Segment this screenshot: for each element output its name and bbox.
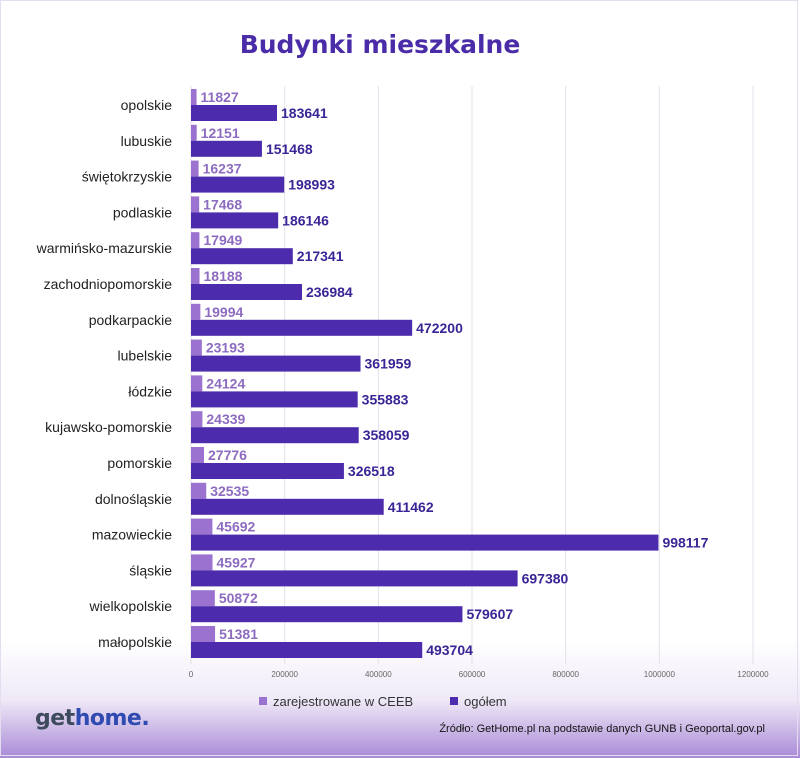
x-tick-label: 200000 [271, 670, 298, 679]
legend-swatch [450, 697, 458, 705]
category-label: śląskie [129, 562, 172, 578]
bar-ceeb [191, 482, 207, 499]
category-label: warmińsko-mazurskie [36, 240, 173, 256]
data-label: 12151 [201, 125, 240, 141]
data-label: 32535 [210, 483, 249, 499]
data-label: 998117 [662, 535, 708, 551]
data-label: 361959 [365, 356, 412, 372]
category-label: lubelskie [118, 348, 173, 364]
legend-label: zarejestrowane w CEEB [273, 694, 413, 709]
category-label: małopolskie [98, 634, 172, 650]
bar-total [191, 606, 463, 623]
category-label: kujawsko-pomorskie [45, 419, 172, 435]
category-label: podlaskie [113, 204, 172, 220]
data-label: 493704 [426, 642, 473, 658]
gethome-logo: gethome. [35, 706, 150, 731]
data-label: 27776 [208, 447, 247, 463]
bar-ceeb [191, 196, 200, 213]
category-label: mazowieckie [92, 527, 172, 543]
data-label: 45927 [217, 554, 256, 570]
bar-ceeb [191, 554, 213, 571]
legend-swatch [259, 697, 267, 705]
data-label: 217341 [297, 248, 344, 264]
bar-ceeb [191, 626, 216, 642]
logo-get-text: get [35, 706, 75, 731]
category-label: świętokrzyskie [82, 169, 172, 185]
data-label: 411462 [388, 499, 434, 515]
bar-total [191, 534, 659, 551]
bar-total [191, 427, 359, 444]
data-label: 45692 [216, 519, 255, 535]
category-label: wielkopolskie [89, 598, 173, 614]
bar-total [191, 498, 384, 515]
data-label: 19994 [204, 304, 243, 320]
bar-total [191, 248, 293, 265]
bar-total [191, 284, 302, 300]
bar-total [191, 105, 278, 121]
data-label: 51381 [219, 626, 258, 642]
logo-home-text: home [74, 706, 142, 731]
bar-total [191, 391, 358, 408]
bar-ceeb [191, 339, 202, 356]
bar-total [191, 140, 262, 157]
data-label: 24124 [206, 375, 245, 391]
data-label: 17468 [203, 196, 242, 212]
bar-ceeb [191, 518, 213, 535]
data-label: 326518 [348, 463, 395, 479]
bar-ceeb [191, 124, 197, 141]
x-tick-label: 1200000 [737, 670, 769, 679]
data-label: 16237 [203, 161, 242, 177]
bar-ceeb [191, 232, 200, 249]
data-label: 24339 [206, 411, 245, 427]
bar-total [191, 176, 285, 193]
logo-dot: . [141, 706, 150, 731]
data-label: 579607 [466, 606, 513, 622]
data-label: 18188 [204, 268, 243, 284]
x-tick-label: 600000 [459, 670, 486, 679]
bar-total [191, 319, 413, 336]
data-label: 186146 [282, 212, 329, 228]
data-label: 23193 [206, 340, 245, 356]
source-note: Źródło: GetHome.pl na podstawie danych G… [439, 723, 765, 735]
data-label: 472200 [416, 320, 463, 336]
category-label: lubuskie [121, 133, 173, 149]
data-label: 697380 [522, 570, 569, 586]
bar-total [191, 212, 279, 229]
bar-ceeb [191, 160, 199, 177]
x-tick-label: 400000 [365, 670, 392, 679]
bar-total [191, 463, 344, 479]
category-label: dolnośląskie [95, 491, 172, 507]
x-tick-label: 0 [189, 670, 194, 679]
bar-ceeb [191, 268, 200, 284]
bar-ceeb [191, 447, 205, 463]
data-label: 183641 [281, 105, 328, 121]
category-label: podkarpackie [89, 312, 172, 328]
bar-ceeb [191, 590, 215, 607]
chart-title: Budynki mieszkalne [239, 30, 521, 59]
bar-total [191, 570, 518, 587]
data-label: 50872 [219, 590, 258, 606]
legend-label: ogółem [464, 694, 507, 709]
data-label: 17949 [203, 232, 242, 248]
category-label: łódzkie [128, 383, 172, 399]
x-tick-label: 800000 [552, 670, 579, 679]
bar-ceeb [191, 303, 201, 320]
data-label: 11827 [201, 89, 239, 105]
category-label: zachodniopomorskie [44, 276, 173, 292]
bar-ceeb [191, 411, 203, 428]
data-label: 236984 [306, 284, 353, 300]
data-label: 198993 [288, 177, 335, 193]
data-label: 358059 [363, 427, 410, 443]
data-label: 151468 [266, 141, 313, 157]
bar-total [191, 642, 423, 658]
bar-ceeb [191, 375, 203, 392]
category-label: opolskie [121, 97, 173, 113]
bar-total [191, 355, 361, 372]
x-tick-label: 1000000 [644, 670, 676, 679]
bar-ceeb [191, 89, 197, 105]
category-label: pomorskie [107, 455, 172, 471]
data-label: 355883 [362, 391, 409, 407]
